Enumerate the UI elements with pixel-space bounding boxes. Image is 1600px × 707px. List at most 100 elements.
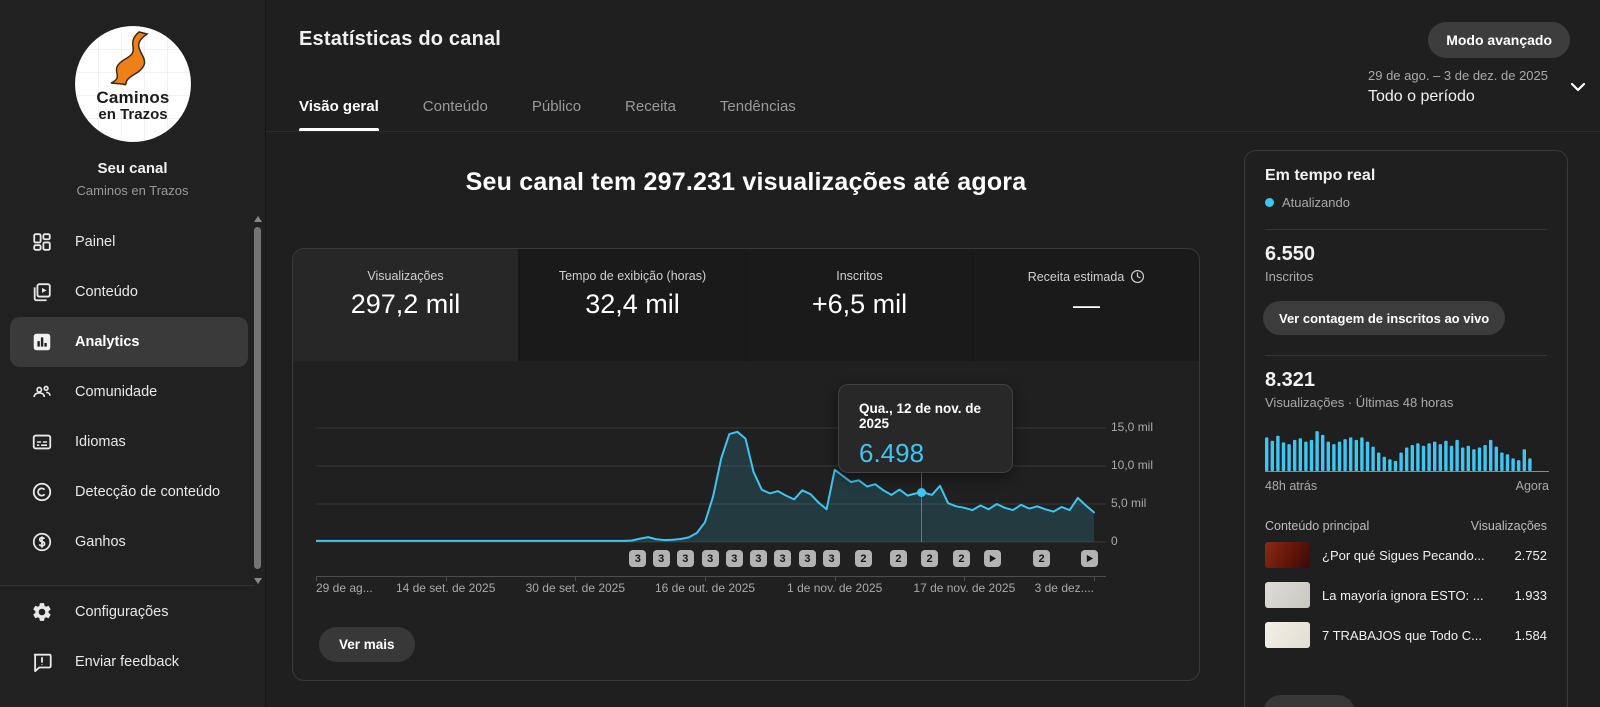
upload-count-badge[interactable]: 2 — [921, 550, 939, 567]
top-video-row[interactable]: 7 TRABAJOS que Todo C... 1.584 — [1265, 615, 1547, 655]
updating-label: Atualizando — [1282, 195, 1350, 210]
winding-road-logo-icon — [110, 31, 149, 86]
video-title: ¿Por qué Sigues Pecando... — [1322, 547, 1485, 563]
realtime-see-more-button[interactable] — [1263, 695, 1355, 707]
realtime-updating: Atualizando — [1265, 195, 1350, 210]
metric-value: 297,2 mil — [350, 289, 461, 319]
tab-tendencias[interactable]: Tendências — [719, 98, 796, 115]
upload-count-badge[interactable]: 3 — [749, 550, 767, 567]
realtime-bar-chart — [1265, 431, 1532, 471]
x-axis-tick — [1094, 576, 1095, 581]
chart-hover-dot — [916, 488, 926, 498]
upload-count-badge[interactable]: 2 — [1033, 550, 1051, 567]
chevron-down-icon — [1570, 82, 1586, 92]
upload-count-badge[interactable]: 3 — [676, 550, 694, 567]
metric-inscritos[interactable]: Inscritos +6,5 mil — [745, 249, 972, 361]
sidebar-scrollbar[interactable] — [253, 214, 262, 586]
tab-visao-geral[interactable]: Visão geral — [299, 98, 379, 131]
x-axis-tick — [705, 576, 706, 581]
tooltip-value: 6.498 — [859, 438, 925, 468]
metric-visualizacoes[interactable]: Visualizações 297,2 mil — [293, 249, 518, 361]
upload-count-badge[interactable]: 2 — [952, 550, 970, 567]
see-more-button[interactable]: Ver mais — [319, 627, 415, 662]
upload-count-badge[interactable]: 3 — [774, 550, 792, 567]
upload-count-badge[interactable]: 3 — [652, 550, 670, 567]
top-video-row[interactable]: La mayoría ignora ESTO: ... 1.933 — [1265, 575, 1547, 615]
video-views: 2.752 — [1514, 547, 1547, 563]
realtime-card: Em tempo real Atualizando 6.550 Inscrito… — [1244, 150, 1568, 707]
x-axis-tick-label: 30 de set. de 2025 — [525, 581, 626, 595]
sidebar-item-label: Detecção de conteúdo — [75, 484, 221, 500]
channel-avatar[interactable]: Caminos en Trazos — [75, 26, 191, 142]
divider — [1265, 229, 1547, 230]
video-views: 1.933 — [1514, 587, 1547, 603]
upload-count-badge[interactable]: 3 — [823, 550, 841, 567]
subscriber-label: Inscritos — [1265, 269, 1314, 284]
y-axis-tick-label: 5,0 mil — [1111, 496, 1147, 510]
metric-tempo-exibicao[interactable]: Tempo de exibição (horas) 32,4 mil — [518, 249, 745, 361]
metric-label: Tempo de exibição (horas) — [558, 269, 707, 283]
video-upload-play-marker[interactable] — [1081, 550, 1099, 567]
feedback-icon — [30, 650, 54, 674]
sidebar-item-configuracoes[interactable]: Configurações — [10, 587, 248, 637]
tab-receita[interactable]: Receita — [625, 98, 676, 115]
video-library-icon — [30, 280, 54, 304]
live-subscriber-count-button[interactable]: Ver contagem de inscritos ao vivo — [1263, 301, 1506, 335]
upload-count-badge[interactable]: 2 — [889, 550, 907, 567]
x-axis-tick-label: 17 de nov. de 2025 — [913, 581, 1016, 595]
video-thumbnail — [1265, 622, 1310, 648]
x-axis-tick — [445, 576, 447, 581]
y-axis-tick-label: 0 — [1111, 534, 1118, 548]
sidebar-item-deteccao[interactable]: Detecção de conteúdo — [10, 467, 248, 517]
sidebar-item-label: Conteúdo — [75, 284, 138, 300]
copyright-icon — [30, 480, 54, 504]
upload-count-badge[interactable]: 2 — [854, 550, 872, 567]
x-axis-tick — [316, 576, 317, 581]
sidebar-item-conteudo[interactable]: Conteúdo — [10, 267, 248, 317]
dashboard-icon — [30, 230, 54, 254]
video-views: 1.584 — [1514, 627, 1547, 643]
sidebar-item-idiomas[interactable]: Idiomas — [10, 417, 248, 467]
live-dot-icon — [1265, 198, 1274, 207]
sidebar-item-label: Idiomas — [75, 434, 126, 450]
upload-count-badge[interactable]: 3 — [725, 550, 743, 567]
upload-count-badge[interactable]: 3 — [701, 550, 719, 567]
dollar-icon — [30, 530, 54, 554]
upload-count-badge[interactable]: 3 — [798, 550, 816, 567]
sidebar-item-comunidade[interactable]: Comunidade — [10, 367, 248, 417]
page-header: Estatísticas do canal Visão geral Conteú… — [266, 0, 1600, 132]
avatar-text-line1: Caminos — [96, 88, 170, 107]
x-axis-tick — [834, 576, 836, 581]
subtitles-icon — [30, 430, 54, 454]
overview-headline: Seu canal tem 297.231 visualizações até … — [465, 168, 1027, 196]
date-range-filter[interactable]: 29 de ago. – 3 de dez. de 2025 Todo o pe… — [1368, 68, 1590, 106]
views-48h-label: Visualizações · Últimas 48 horas — [1265, 395, 1454, 410]
metric-receita[interactable]: Receita estimada — — [972, 249, 1199, 361]
advanced-mode-button[interactable]: Modo avançado — [1428, 22, 1570, 58]
y-axis-tick-label: 15,0 mil — [1111, 420, 1154, 434]
sidebar-item-painel[interactable]: Painel — [10, 217, 248, 267]
tab-conteudo[interactable]: Conteúdo — [422, 98, 488, 115]
page-title: Estatísticas do canal — [299, 28, 502, 50]
sidebar-item-analytics[interactable]: Analytics — [10, 317, 248, 367]
date-range-text: 29 de ago. – 3 de dez. de 2025 — [1368, 68, 1548, 83]
bar-chart-baseline — [1265, 471, 1549, 472]
video-title: La mayoría ignora ESTO: ... — [1322, 587, 1484, 603]
sidebar-item-feedback[interactable]: Enviar feedback — [10, 637, 248, 687]
x-axis-line — [316, 576, 1106, 577]
sidebar-item-ganhos[interactable]: Ganhos — [10, 517, 248, 567]
video-upload-play-marker[interactable] — [984, 550, 1002, 567]
scroll-up-arrow-icon[interactable] — [254, 216, 262, 222]
divider — [1265, 355, 1547, 356]
axis-right-label: Agora — [1515, 479, 1549, 493]
tooltip-date: Qua., 12 de nov. de 2025 — [859, 401, 982, 431]
scroll-down-arrow-icon[interactable] — [254, 578, 262, 584]
clock-icon — [1131, 269, 1145, 284]
upload-count-badge[interactable]: 3 — [629, 550, 647, 567]
x-axis-tick-label: 29 de ag... — [316, 581, 373, 595]
top-video-row[interactable]: ¿Por qué Sigues Pecando... 2.752 — [1265, 535, 1547, 575]
tab-publico[interactable]: Público — [531, 98, 582, 115]
views-48h-count: 8.321 — [1265, 369, 1316, 391]
metric-label: Receita estimada — [1027, 269, 1125, 284]
scrollbar-thumb[interactable] — [254, 227, 261, 569]
